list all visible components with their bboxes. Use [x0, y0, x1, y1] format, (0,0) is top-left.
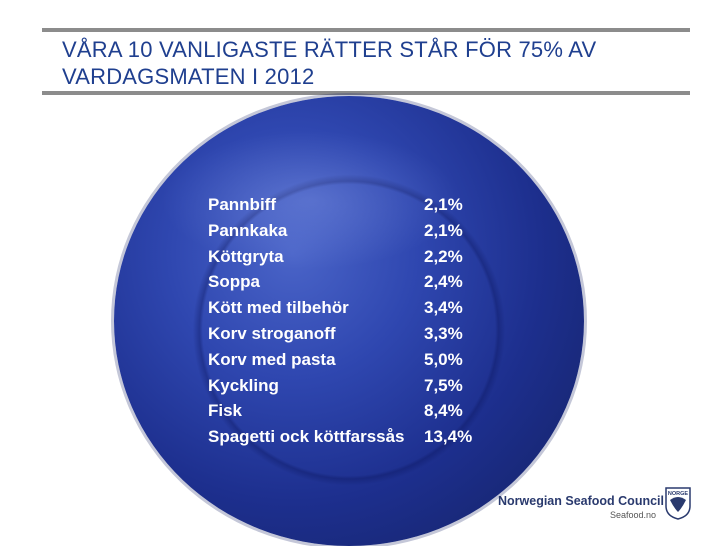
dish-name: Soppa: [208, 272, 260, 292]
dish-percent: 3,4%: [424, 298, 463, 318]
dish-percent: 3,3%: [424, 323, 463, 343]
dish-name: Köttgryta: [208, 246, 284, 266]
dish-percent: 13,4%: [424, 427, 473, 447]
dish-name: Spagetti ock köttfarssås: [208, 427, 405, 447]
title-rule-bottom: [42, 91, 690, 95]
dish-name: Korv med pasta: [208, 349, 336, 369]
dish-row: Köttgryta 2,2%: [208, 244, 508, 270]
dish-row: Spagetti ock köttfarssås 13,4%: [208, 424, 508, 450]
dish-row: Kyckling 7,5%: [208, 373, 508, 399]
dish-percent: 8,4%: [424, 401, 463, 421]
dish-row: Fisk 8,4%: [208, 398, 508, 424]
dish-percent: 7,5%: [424, 375, 463, 395]
dish-percent: 2,4%: [424, 272, 463, 292]
dish-name: Fisk: [208, 401, 243, 421]
dish-percent: 5,0%: [424, 349, 463, 369]
dish-name: Pannkaka: [208, 220, 288, 240]
dish-percent: 2,1%: [424, 195, 463, 214]
dish-row: Kött med tilbehör 3,4%: [208, 295, 508, 321]
logo-name: Norwegian Seafood Council: [498, 494, 664, 508]
dish-name: Korv stroganoff: [208, 323, 336, 343]
dish-percent: 2,1%: [424, 220, 463, 240]
slide-title: VÅRA 10 VANLIGASTE RÄTTER STÅR FÖR 75% A…: [62, 37, 597, 89]
norge-badge-icon: NORGE: [665, 487, 691, 520]
plate-highlight: [160, 130, 460, 270]
title-rule-top: [42, 28, 690, 32]
dish-list: Pannbiff 2,1% Pannkaka 2,1% Köttgryta 2,2% …: [208, 192, 508, 450]
seafood-council-logo: Norwegian Seafood Council Seafood.no NOR…: [498, 486, 698, 526]
dish-name: Pannbiff: [208, 195, 276, 214]
blue-plate-image: [114, 96, 584, 546]
dish-row: Korv stroganoff 3,3%: [208, 321, 508, 347]
dish-row: Korv med pasta 5,0%: [208, 347, 508, 373]
dish-row: Pannkaka 2,1%: [208, 218, 508, 244]
dish-name: Kyckling: [208, 375, 279, 395]
dish-row: Pannbiff 2,1%: [208, 192, 508, 218]
dish-percent: 2,2%: [424, 246, 463, 266]
dish-row: Soppa 2,4%: [208, 269, 508, 295]
logo-site: Seafood.no: [610, 510, 657, 520]
dish-name: Kött med tilbehör: [208, 298, 349, 318]
logo-badge-text: NORGE: [668, 491, 689, 497]
